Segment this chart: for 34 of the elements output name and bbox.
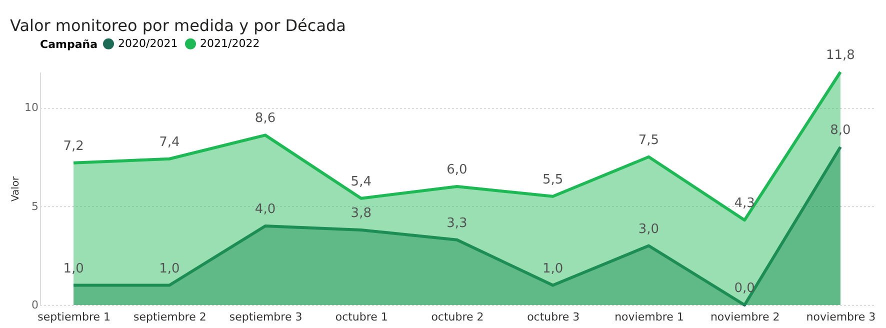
- x-tick-label: octubre 2: [431, 310, 484, 324]
- data-label: 4,3: [734, 196, 755, 212]
- data-label: 7,4: [159, 134, 180, 150]
- data-label: 4,0: [254, 202, 276, 218]
- data-label: 5,4: [350, 174, 372, 190]
- data-label: 8,0: [830, 123, 851, 138]
- y-tick-label: 5: [32, 200, 38, 213]
- x-tick-label: noviembre 1: [614, 310, 684, 324]
- data-label: 3,3: [446, 216, 468, 231]
- legend-title: Campaña: [40, 38, 98, 51]
- x-tick-label: noviembre 3: [806, 310, 876, 324]
- data-label: 3,0: [638, 222, 660, 237]
- data-label: 7,5: [638, 132, 660, 148]
- x-tick-label: septiembre 2: [133, 310, 206, 324]
- x-tick-label: noviembre 2: [710, 310, 780, 324]
- data-label: 11,8: [826, 48, 855, 63]
- data-label: 8,6: [254, 111, 276, 126]
- y-tick-label: 0: [32, 298, 38, 312]
- chart-title: Valor monitoreo por medida y por Década: [10, 16, 346, 35]
- x-tick-label: octubre 3: [527, 310, 580, 324]
- y-tick-label: 10: [24, 101, 38, 114]
- legend-label: 2020/2021: [118, 36, 178, 50]
- x-tick-label: septiembre 1: [38, 310, 110, 324]
- x-tick-label: septiembre 3: [229, 310, 302, 324]
- data-label: 7,2: [63, 138, 84, 154]
- y-axis-title: Valor: [10, 176, 22, 202]
- data-label: 6,0: [446, 162, 468, 178]
- data-label: 1,0: [159, 261, 180, 276]
- data-label: 1,0: [542, 261, 564, 276]
- x-tick-label: octubre 1: [335, 310, 388, 324]
- legend-label: 2021/2022: [200, 36, 260, 50]
- data-label: 5,5: [542, 172, 564, 188]
- data-label: 0,0: [734, 281, 755, 296]
- data-label: 3,8: [350, 206, 372, 221]
